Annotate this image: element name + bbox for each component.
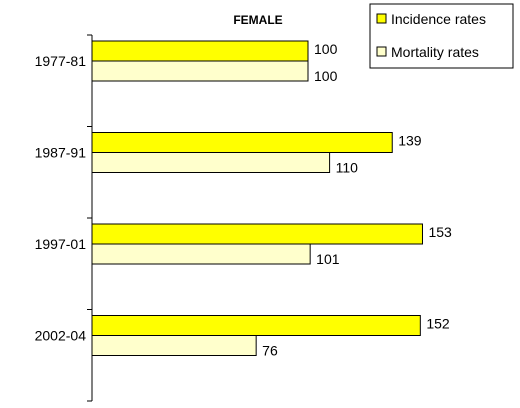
bar-incidence <box>91 132 393 153</box>
bar-mortality <box>91 335 257 356</box>
bar-incidence <box>91 315 421 336</box>
plot-area: 1977-81 100 100 1987-91 139 110 1997-01 153 101 2… <box>35 34 452 402</box>
data-label: 153 <box>428 224 452 240</box>
data-label: 110 <box>336 160 359 176</box>
legend-label-incidence: Incidence rates <box>391 11 486 27</box>
data-label: 101 <box>316 251 340 267</box>
legend-box <box>369 3 514 69</box>
category-label: 1987-91 <box>35 145 87 161</box>
category-label: 1977-81 <box>35 53 87 69</box>
bar-incidence <box>91 223 423 245</box>
chart-title: FEMALE <box>233 13 282 27</box>
data-label: 152 <box>426 316 450 332</box>
legend-swatch-incidence <box>376 13 387 24</box>
legend-label-mortality: Mortality rates <box>391 44 479 60</box>
category-label: 2002-04 <box>35 328 87 344</box>
bar-incidence <box>91 40 309 62</box>
data-label: 76 <box>262 343 278 359</box>
bar-mortality <box>91 243 311 265</box>
legend: Incidence rates Mortality rates <box>369 3 514 69</box>
data-label: 100 <box>314 41 338 57</box>
legend-swatch-mortality <box>376 46 387 57</box>
category-label: 1997-01 <box>35 236 87 252</box>
bar-mortality <box>91 152 331 173</box>
data-label: 139 <box>398 133 422 149</box>
data-label: 100 <box>314 68 338 84</box>
bar-mortality <box>91 60 309 82</box>
